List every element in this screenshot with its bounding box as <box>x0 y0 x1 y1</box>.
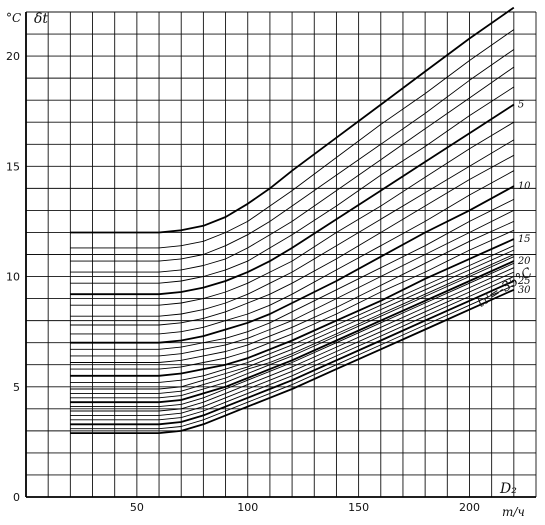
curve-15 <box>70 238 515 377</box>
curve-0 <box>70 6 515 234</box>
y-tick-label: 0 <box>13 491 20 504</box>
y-tick-label: 10 <box>6 271 20 284</box>
y-tick-label: 15 <box>6 160 20 173</box>
curve-18 <box>70 254 514 394</box>
tick-labels: 50 100 150 200 0 5 10 15 20 <box>6 50 480 514</box>
curve-label-30: 30 <box>518 285 531 296</box>
x-unit: m/ч <box>502 505 525 519</box>
curve-6 <box>70 121 515 306</box>
x-axis-label: D₂ <box>499 481 517 497</box>
curve-family <box>70 6 515 435</box>
curve-24 <box>70 276 514 421</box>
curve-9 <box>70 170 515 335</box>
curve-14 <box>70 229 514 370</box>
curve-5 <box>70 103 515 296</box>
curve-4 <box>70 86 515 284</box>
curve-label-15: 15 <box>518 234 531 245</box>
curve-3 <box>70 66 515 273</box>
curve-19 <box>70 256 514 399</box>
axes <box>25 12 536 498</box>
curve-23 <box>70 271 514 416</box>
curve-17 <box>70 249 514 390</box>
x-tick-label: 200 <box>459 501 480 514</box>
x-tick-label: 50 <box>130 501 144 514</box>
x-tick-label: 100 <box>237 501 258 514</box>
curve-7 <box>70 139 515 317</box>
curve-label-20: 20 <box>517 256 531 267</box>
y-unit: °C <box>6 11 21 25</box>
y-tick-label: 5 <box>13 381 20 394</box>
curve-27 <box>70 288 515 435</box>
curve-22 <box>70 267 514 412</box>
curve-8 <box>70 154 515 326</box>
curve-label-10: 10 <box>518 181 531 192</box>
curve-label-25: 25 <box>517 276 531 287</box>
curve-16 <box>70 245 514 383</box>
y-axis-label: δt <box>34 11 48 27</box>
curve-21 <box>70 262 514 408</box>
curve-2 <box>70 49 515 262</box>
x-tick-label: 150 <box>348 501 369 514</box>
curve-10 <box>70 185 515 344</box>
curve-20 <box>70 260 515 404</box>
curve-1 <box>70 29 515 249</box>
curve-12 <box>70 209 515 357</box>
curve-label-5: 5 <box>518 100 524 111</box>
curve-11 <box>70 198 515 350</box>
curve-25 <box>70 280 515 426</box>
curve-26 <box>70 284 514 430</box>
y-tick-label: 20 <box>6 50 20 63</box>
curve-13 <box>70 220 514 363</box>
